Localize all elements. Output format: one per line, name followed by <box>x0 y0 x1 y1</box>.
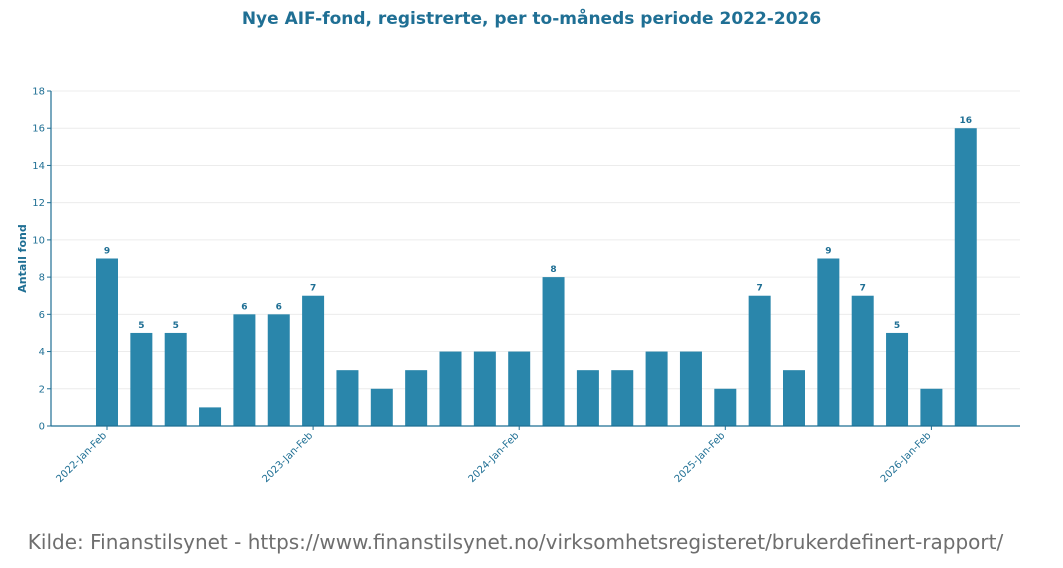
bar <box>714 388 737 426</box>
bar <box>302 295 325 426</box>
bar <box>130 332 153 426</box>
bar <box>405 370 428 426</box>
x-tick-label: 2022-Jan-Feb <box>54 430 109 485</box>
bar <box>267 314 290 426</box>
y-tick-label: 12 <box>32 198 45 209</box>
x-tick-label: 2024-Jan-Feb <box>467 430 522 485</box>
y-tick-label: 4 <box>39 347 45 358</box>
bar <box>886 332 909 426</box>
y-tick-label: 10 <box>32 235 45 246</box>
bar <box>96 258 118 426</box>
y-tick-label: 8 <box>39 273 45 284</box>
bar <box>679 351 702 426</box>
x-ticks: 2022-Jan-Feb 2023-Jan-Feb 2024-Jan-Feb 2025… <box>54 426 934 485</box>
data-label: 9 <box>104 247 110 257</box>
bar <box>783 370 805 426</box>
bar <box>576 370 599 426</box>
gridlines <box>51 90 1020 390</box>
bar <box>370 388 393 426</box>
y-tick-label: 0 <box>39 422 45 433</box>
data-label: 7 <box>757 284 763 294</box>
bar <box>233 314 256 426</box>
data-labels: 9 5 5 6 6 7 8 7 9 7 5 16 <box>104 116 972 331</box>
y-tick-label: 16 <box>32 124 45 135</box>
bar <box>542 277 565 426</box>
bar <box>336 370 359 426</box>
data-label: 6 <box>241 302 247 312</box>
y-ticks: 0 2 4 6 8 10 12 14 16 18 <box>32 87 51 433</box>
y-axis-title: Antall fond <box>16 224 29 292</box>
data-label: 8 <box>550 265 556 275</box>
bar <box>851 295 874 426</box>
bar <box>508 351 531 426</box>
bar <box>954 128 977 426</box>
x-tick-label: 2026-Jan-Feb <box>879 430 934 485</box>
data-label: 6 <box>276 302 282 312</box>
bar <box>439 351 462 426</box>
bars <box>96 128 977 426</box>
data-label: 16 <box>959 116 972 126</box>
x-tick-label: 2025-Jan-Feb <box>673 430 728 485</box>
bar <box>748 295 771 426</box>
y-tick-label: 14 <box>32 161 45 172</box>
source-note: Kilde: Finanstilsynet - https://www.fina… <box>27 530 1004 554</box>
data-label: 5 <box>173 321 179 331</box>
bar <box>473 351 496 426</box>
data-label: 5 <box>894 321 900 331</box>
y-tick-label: 18 <box>32 87 45 98</box>
bar <box>199 407 222 426</box>
data-label: 9 <box>825 247 831 257</box>
axes <box>50 91 1020 427</box>
y-tick-label: 6 <box>39 310 45 321</box>
data-label: 7 <box>860 284 866 294</box>
bar <box>611 370 634 426</box>
bar <box>645 351 668 426</box>
chart-title: Nye AIF-fond, registrerte, per to-måneds… <box>241 9 822 29</box>
bar <box>817 258 840 426</box>
bar <box>164 332 187 426</box>
x-tick-label: 2023-Jan-Feb <box>261 430 316 485</box>
data-label: 7 <box>310 284 316 294</box>
bar <box>920 388 943 426</box>
data-label: 5 <box>138 321 144 331</box>
bar-chart: 9 5 5 6 6 7 8 7 9 7 5 16 0 2 4 6 8 10 12 14 16 18 2022-Jan-F… <box>16 87 1020 485</box>
y-tick-label: 2 <box>39 384 45 395</box>
